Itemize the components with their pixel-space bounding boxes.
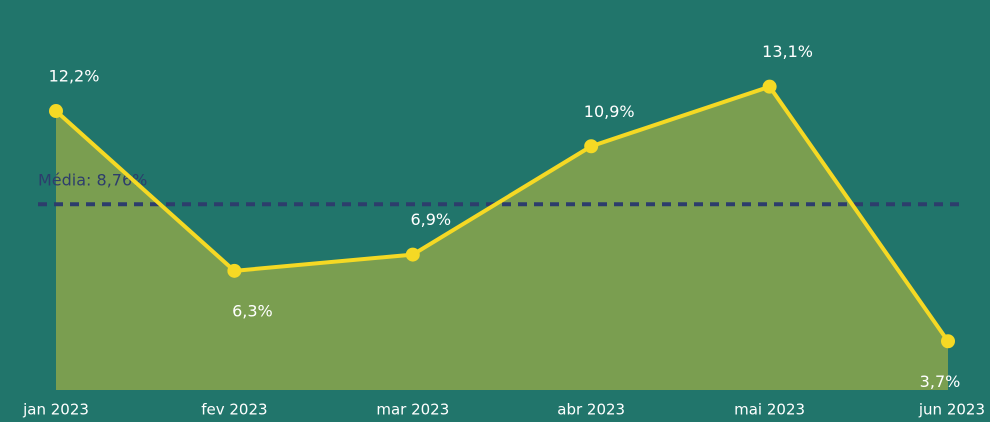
x-tick-label: mai 2023 (734, 401, 805, 419)
point (49, 104, 63, 119)
x-tick-label: mar 2023 (376, 401, 449, 419)
x-tick-label: jun 2023 (918, 401, 985, 419)
area-fill (56, 86, 948, 391)
x-tick-label: abr 2023 (557, 401, 625, 419)
point (227, 263, 242, 278)
point (405, 247, 420, 262)
average-label: Média: 8,76% (38, 171, 147, 190)
value-label: 6,9% (410, 210, 451, 229)
line (54, 84, 950, 343)
value-label: 13,1% (762, 42, 813, 61)
value-label: 3,7% (920, 372, 961, 391)
x-tick-label: jan 2023 (22, 401, 89, 419)
value-label: 12,2% (49, 67, 100, 86)
x-tick-label: fev 2023 (201, 401, 267, 419)
value-label: 10,9% (584, 102, 635, 121)
point (762, 79, 777, 94)
point (584, 139, 599, 154)
value-label: 6,3% (232, 301, 273, 320)
point (941, 334, 955, 349)
